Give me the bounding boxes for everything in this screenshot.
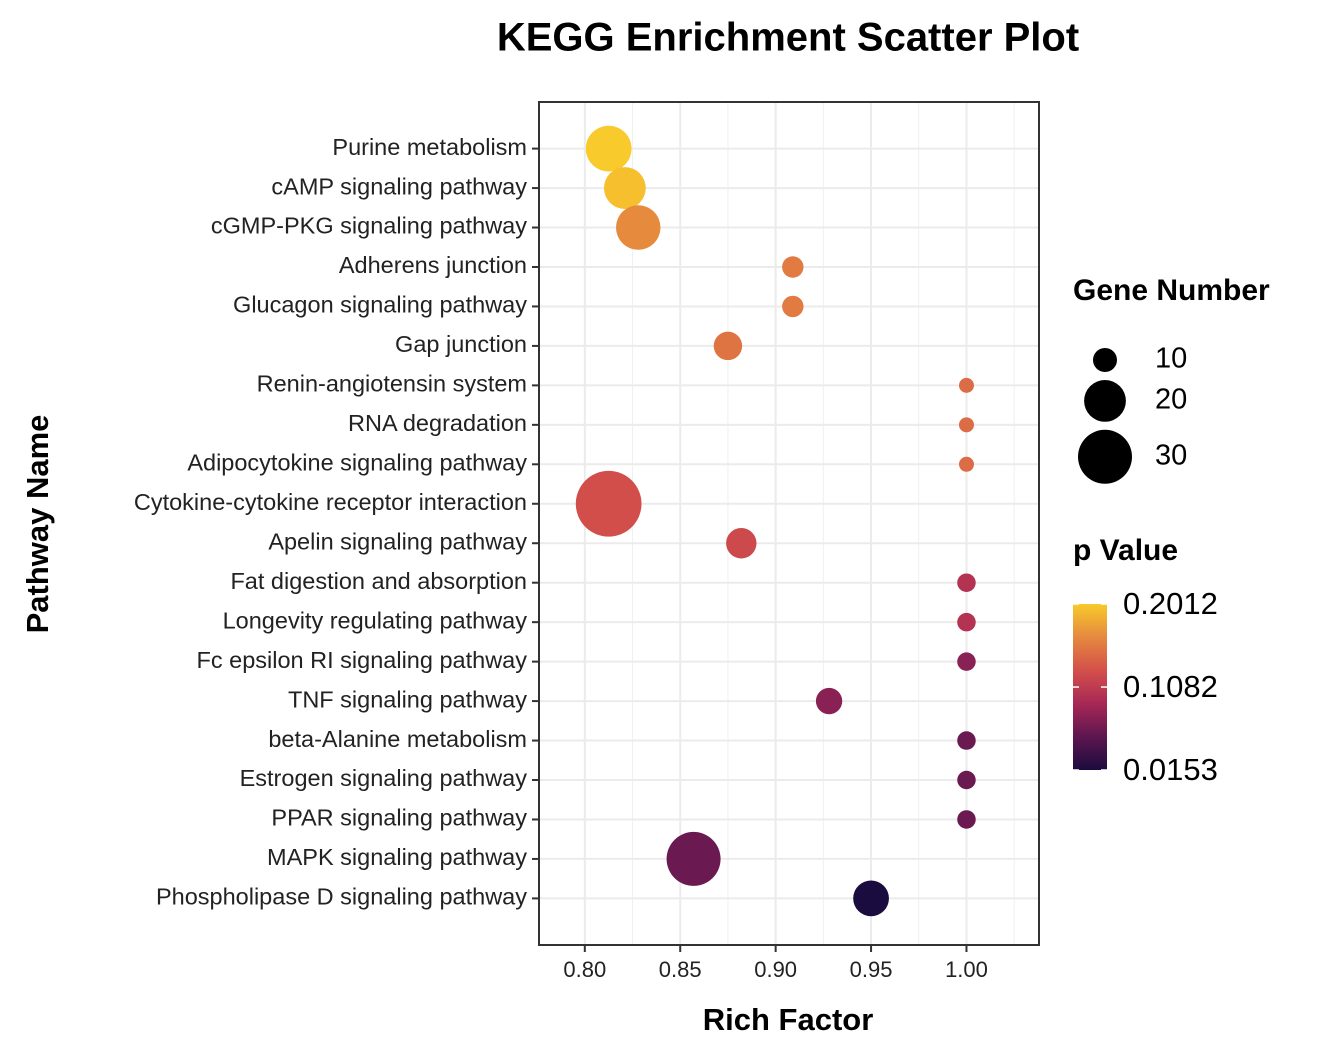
y-tick-label: Gap junction — [395, 331, 527, 357]
size-legend-key — [1084, 380, 1126, 422]
colorbar-label: 0.0153 — [1123, 752, 1218, 787]
x-tick-label: 0.95 — [850, 957, 893, 982]
size-legend-key — [1078, 429, 1132, 484]
y-tick-label: Glucagon signaling pathway — [233, 292, 527, 318]
y-axis-label: Pathway Name — [20, 415, 55, 634]
point — [957, 573, 976, 592]
size-legend-title: Gene Number — [1073, 274, 1270, 307]
y-tick-label: cAMP signaling pathway — [271, 173, 527, 199]
point — [957, 652, 976, 671]
size-legend-label: 30 — [1155, 439, 1187, 471]
point — [713, 331, 743, 361]
colorbar-label: 0.1082 — [1123, 669, 1218, 704]
point — [603, 167, 646, 209]
plot-border — [538, 101, 1040, 946]
chart-title: KEGG Enrichment Scatter Plot — [497, 16, 1079, 60]
size-legend-label: 10 — [1155, 343, 1187, 375]
y-tick-label: Renin-angiotensin system — [257, 371, 527, 397]
y-tick-label: PPAR signaling pathway — [271, 805, 527, 831]
x-tick-label: 0.80 — [563, 957, 606, 982]
y-tick-label: Estrogen signaling pathway — [240, 765, 528, 791]
x-axis-label: Rich Factor — [703, 1002, 874, 1037]
point — [958, 417, 974, 433]
size-legend-key — [1093, 348, 1117, 372]
point — [782, 256, 804, 278]
x-tick-label: 1.00 — [945, 957, 988, 982]
point — [615, 205, 661, 250]
y-tick-label: Fat digestion and absorption — [230, 568, 527, 594]
point — [957, 731, 976, 750]
y-tick-label: Purine metabolism — [332, 134, 527, 160]
point — [666, 831, 721, 886]
point — [957, 612, 976, 632]
y-tick-label: Cytokine-cytokine receptor interaction — [134, 489, 527, 515]
y-tick-label: beta-Alanine metabolism — [268, 726, 527, 752]
point — [957, 770, 976, 790]
color-legend-title: p Value — [1073, 534, 1178, 567]
x-tick-label: 0.90 — [754, 957, 797, 982]
point — [782, 295, 804, 318]
point — [853, 880, 889, 917]
point — [575, 470, 642, 537]
y-tick-label: cGMP-PKG signaling pathway — [211, 213, 527, 239]
point — [958, 456, 974, 472]
y-tick-label: Fc epsilon RI signaling pathway — [197, 647, 528, 673]
y-tick-label: RNA degradation — [348, 410, 527, 436]
y-tick-label: Apelin signaling pathway — [268, 528, 527, 554]
y-tick-label: MAPK signaling pathway — [267, 844, 527, 870]
y-tick-label: Phospholipase D signaling pathway — [156, 884, 527, 910]
colorbar-label: 0.2012 — [1123, 586, 1218, 621]
y-tick-label: Longevity regulating pathway — [223, 607, 528, 633]
x-tick-label: 0.85 — [659, 957, 702, 982]
point — [585, 125, 632, 172]
point — [958, 377, 974, 393]
point — [957, 810, 976, 829]
point — [815, 687, 843, 715]
y-tick-label: TNF signaling pathway — [288, 686, 527, 712]
y-tick-label: Adipocytokine signaling pathway — [187, 450, 527, 476]
size-legend-label: 20 — [1155, 384, 1187, 416]
y-tick-label: Adherens junction — [339, 252, 527, 278]
point — [726, 528, 757, 559]
